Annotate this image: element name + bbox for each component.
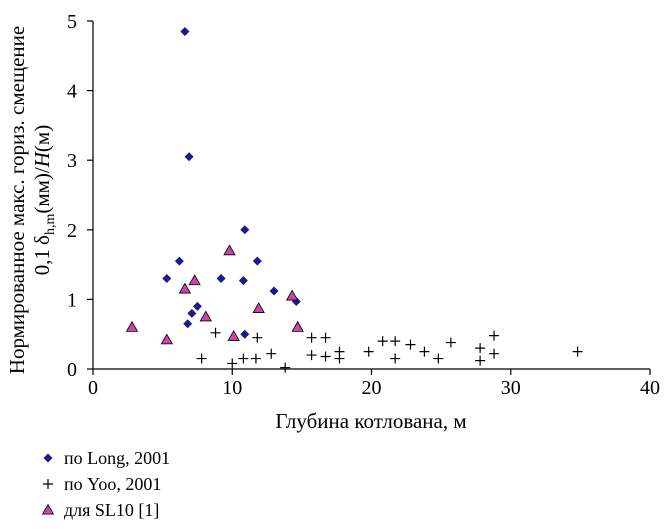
point-yoo-2001 [210, 327, 221, 338]
x-tick-label: 0 [88, 377, 98, 399]
point-yoo-2001 [250, 353, 261, 364]
y-axis-title-line1: Нормированное макс. гориз. смещение [5, 26, 29, 374]
y-axis-title-coef: 0,1 [30, 249, 54, 275]
point-yoo-2001 [306, 332, 317, 343]
legend-label: для SL10 [1] [64, 500, 159, 520]
point-sl10 [160, 333, 173, 345]
y-axis-title-units: (мм)/ [30, 167, 54, 214]
y-tick-label: 2 [67, 220, 77, 242]
y-axis-title-end: (м) [30, 125, 54, 152]
point-yoo-2001 [334, 346, 345, 357]
x-tick-label: 10 [222, 377, 242, 399]
legend-marker-yoo-2001 [43, 479, 53, 489]
y-axis-title-line2: 0,1 δh,m(мм)/H(м) [30, 125, 58, 275]
legend-item-yoo-2001: по Yoo, 2001 [43, 474, 161, 494]
point-yoo-2001 [489, 348, 500, 359]
point-sl10 [125, 320, 139, 332]
y-tick-label: 5 [67, 11, 77, 33]
point-long-2001 [183, 319, 193, 329]
point-yoo-2001 [433, 353, 444, 364]
point-sl10 [188, 274, 201, 286]
legend-label: по Yoo, 2001 [64, 474, 161, 494]
legend: по Long, 2001 по Yoo, 2001 для SL10 [1] [41, 448, 170, 520]
point-sl10 [223, 244, 236, 256]
y-axis-title-subscript: h,m [43, 214, 58, 236]
legend-item-long-2001: по Long, 2001 [43, 448, 170, 468]
point-long-2001 [187, 308, 197, 318]
point-yoo-2001 [227, 358, 238, 369]
point-yoo-2001 [238, 353, 249, 364]
point-yoo-2001 [252, 332, 263, 343]
point-long-2001 [269, 286, 279, 296]
point-yoo-2001 [390, 353, 401, 364]
legend-label: по Long, 2001 [64, 448, 170, 468]
y-tick-label: 4 [67, 81, 77, 103]
legend-marker-long-2001 [43, 453, 53, 463]
point-yoo-2001 [320, 351, 331, 362]
point-yoo-2001 [475, 343, 486, 354]
y-tick-label: 3 [67, 150, 77, 172]
point-yoo-2001 [572, 346, 583, 357]
point-yoo-2001 [280, 362, 291, 373]
y-axis-title-delta: δ [30, 235, 54, 245]
y-tick-label: 1 [67, 289, 77, 311]
y-axis-title: Нормированное макс. гориз. смещение 0,1 δ… [5, 26, 58, 374]
point-long-2001 [192, 301, 202, 311]
point-yoo-2001 [266, 348, 277, 359]
point-sl10 [252, 302, 265, 313]
point-yoo-2001 [196, 353, 207, 364]
point-long-2001 [252, 256, 262, 266]
point-sl10 [285, 289, 299, 301]
x-tick-label: 30 [501, 377, 521, 399]
point-long-2001 [184, 152, 194, 162]
point-long-2001 [174, 256, 184, 266]
point-long-2001 [162, 274, 172, 284]
point-long-2001 [238, 276, 248, 286]
point-long-2001 [216, 274, 226, 284]
x-axis-title: Глубина котлована, м [275, 409, 466, 433]
y-axis-title-h: H [30, 150, 54, 168]
point-yoo-2001 [475, 355, 486, 366]
point-yoo-2001 [445, 337, 456, 348]
point-yoo-2001 [363, 346, 374, 357]
point-yoo-2001 [306, 350, 317, 361]
x-tick-label: 20 [362, 377, 382, 399]
point-yoo-2001 [405, 339, 416, 350]
point-yoo-2001 [489, 330, 500, 341]
plot-area: 0 1 2 3 4 5 0 10 20 30 40 [67, 11, 660, 399]
point-yoo-2001 [390, 336, 401, 347]
point-long-2001 [240, 225, 250, 235]
point-sl10 [291, 320, 304, 332]
point-sl10 [227, 329, 240, 341]
point-sl10 [199, 310, 212, 322]
legend-marker-sl10 [41, 503, 55, 515]
point-yoo-2001 [320, 332, 331, 343]
y-tick-label: 0 [67, 359, 77, 381]
point-long-2001 [180, 26, 190, 36]
point-yoo-2001 [377, 336, 388, 347]
x-tick-label: 40 [640, 377, 660, 399]
point-yoo-2001 [419, 346, 430, 357]
point-long-2001 [240, 329, 250, 339]
legend-item-sl10: для SL10 [1] [41, 500, 159, 520]
point-sl10 [178, 282, 192, 294]
